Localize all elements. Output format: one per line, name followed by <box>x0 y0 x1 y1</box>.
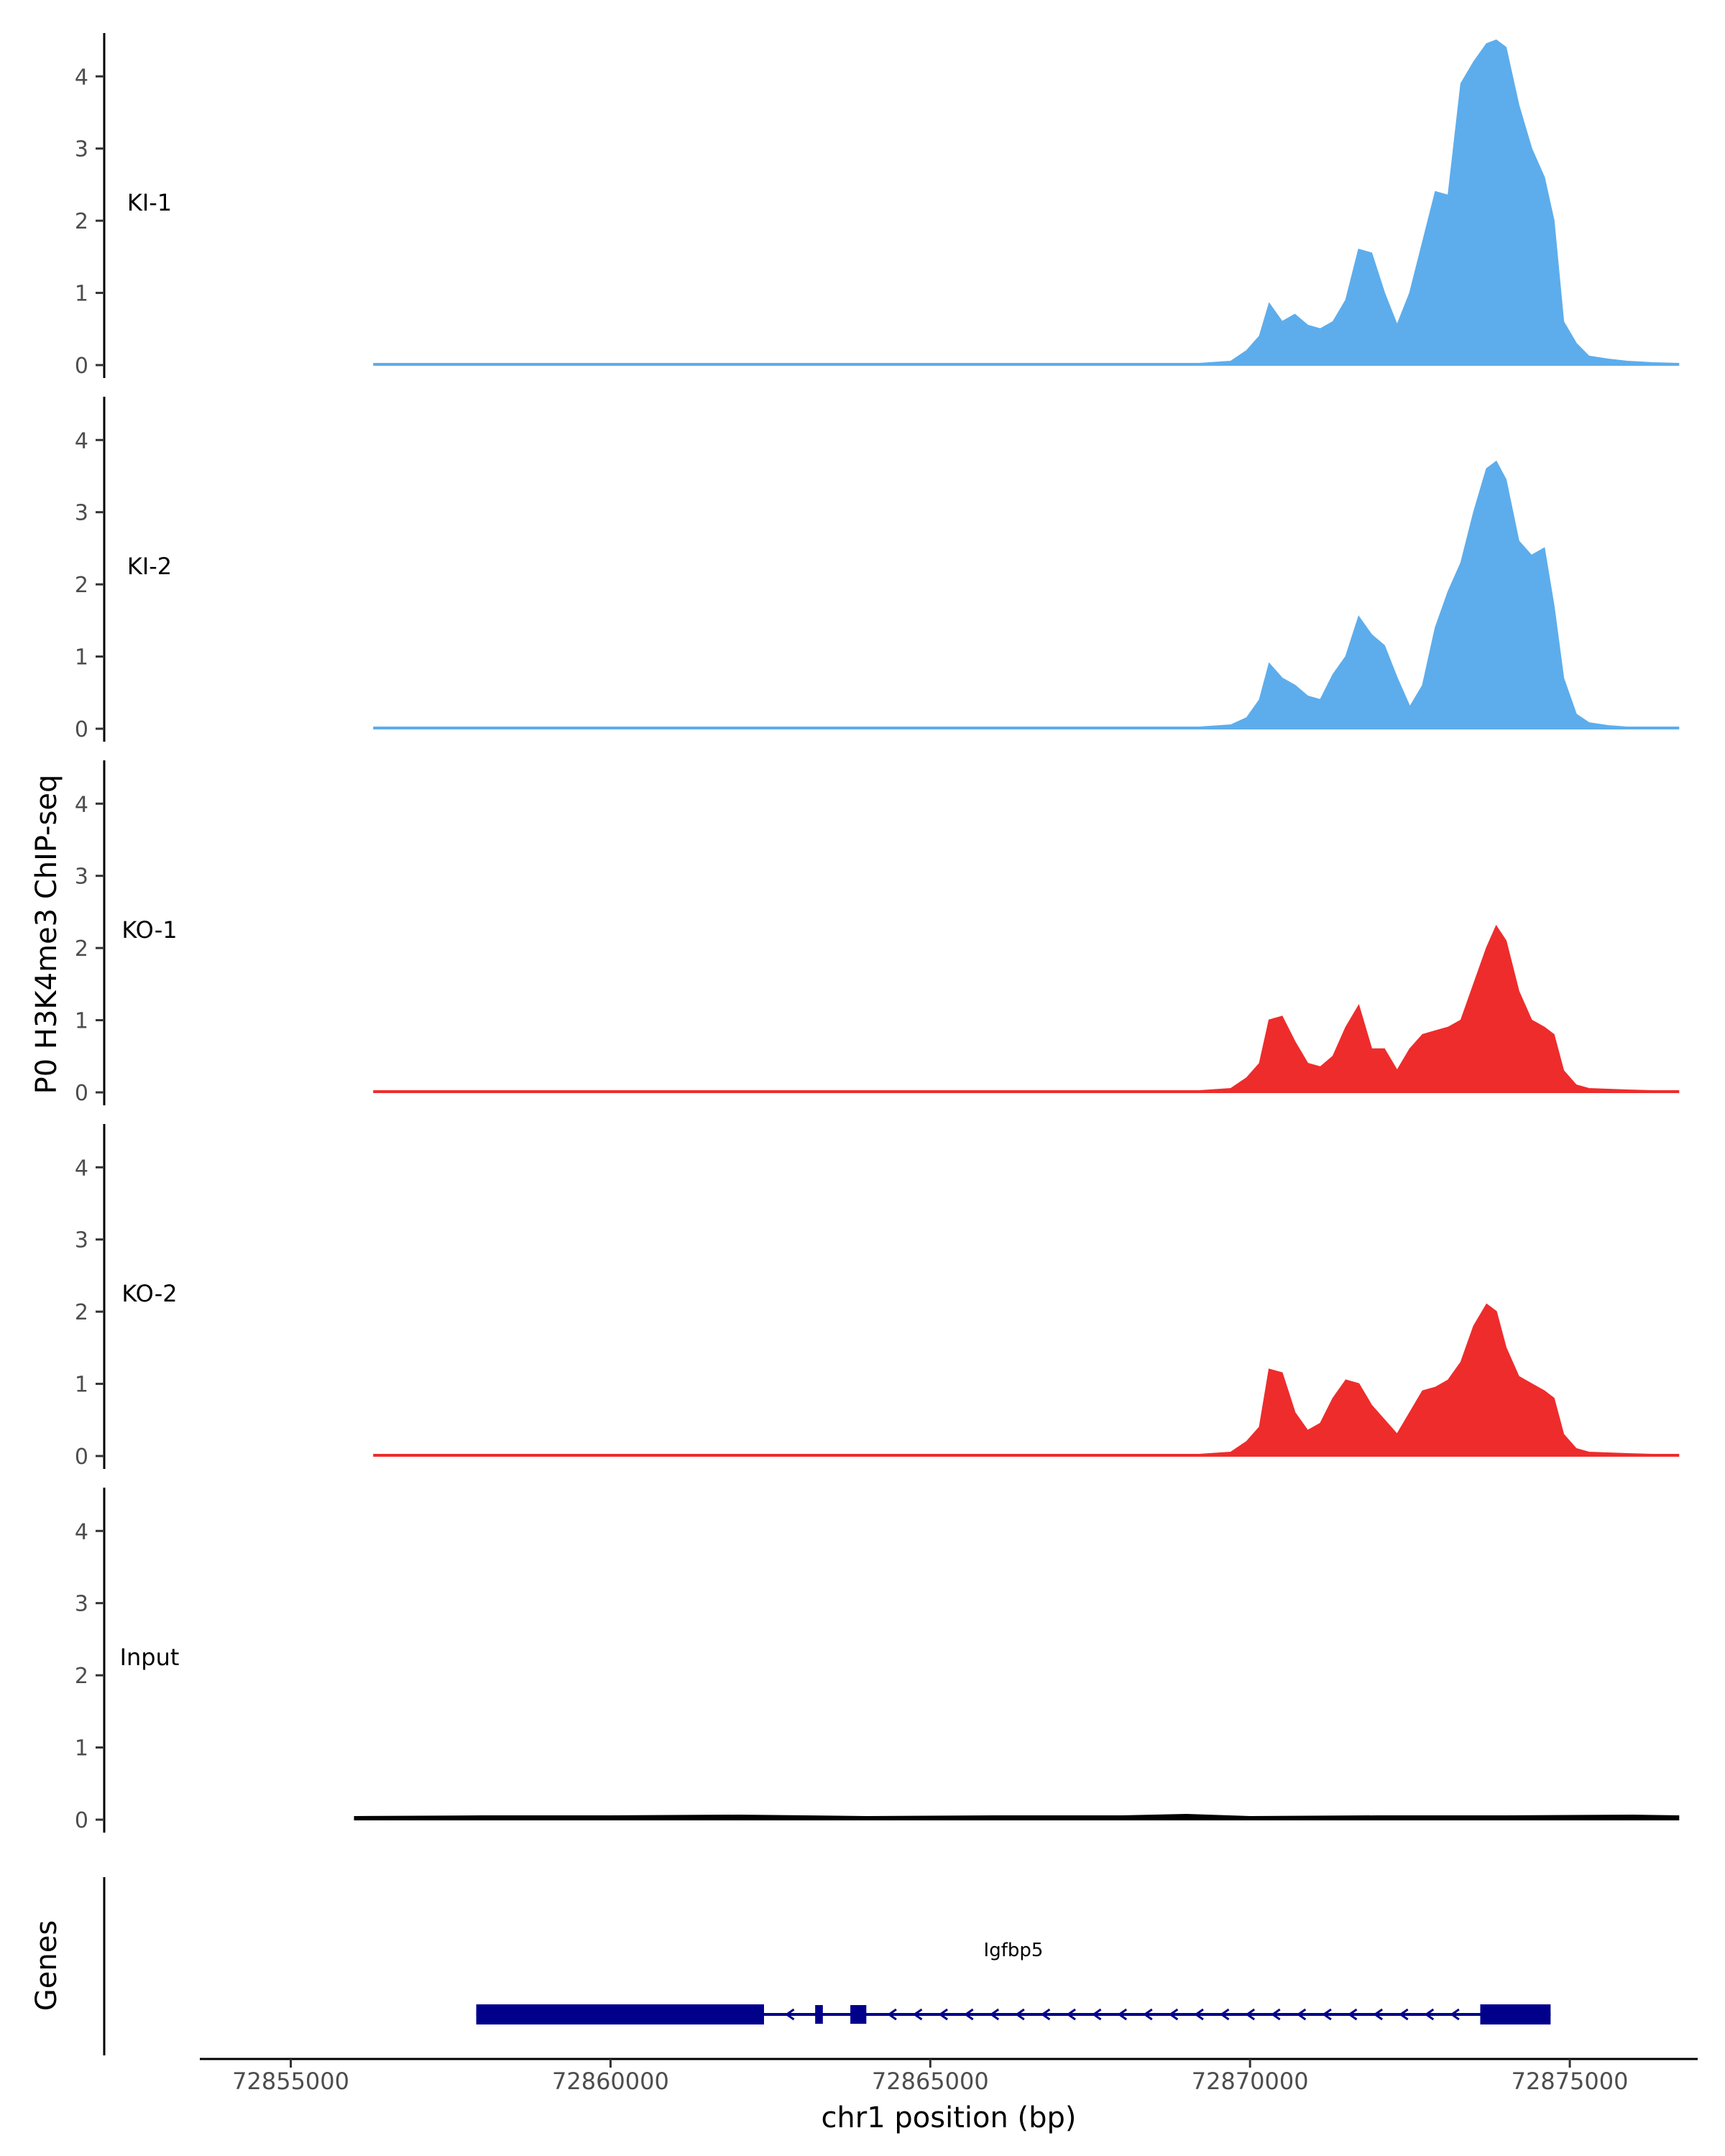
x-tick-label: 72860000 <box>552 2068 669 2095</box>
strand-arrow <box>1117 2008 1128 2021</box>
y-tick-label: 2 <box>75 1300 88 1325</box>
track-label: KO-1 <box>121 916 177 944</box>
y-tick-label: 2 <box>75 1664 88 1689</box>
track-label: KO-2 <box>121 1280 177 1307</box>
strand-arrow <box>964 2008 974 2021</box>
signal-area-ki-1 <box>373 39 1680 366</box>
strand-arrow <box>912 2008 923 2021</box>
x-tick-label: 72870000 <box>1192 2068 1309 2095</box>
y-tick-label: 1 <box>75 1373 88 1398</box>
gene-exon <box>850 2005 867 2024</box>
y-tick-label: 2 <box>75 573 88 598</box>
strand-arrow <box>1066 2008 1076 2021</box>
strand-arrow <box>989 2008 1000 2021</box>
genes-panel-label: Genes <box>30 1920 63 2011</box>
y-tick-label: 4 <box>75 792 88 817</box>
y-tick-label: 0 <box>75 354 88 379</box>
y-tick-label: 3 <box>75 137 88 162</box>
signal-area-ko-1 <box>373 924 1680 1093</box>
strand-arrow <box>784 2008 795 2021</box>
y-tick-label: 3 <box>75 1228 88 1253</box>
strand-arrow <box>1399 2008 1409 2021</box>
track-label: KI-1 <box>127 189 172 216</box>
track-input: 0 1 2 3 4 Input <box>75 1488 1680 1833</box>
y-tick-label: 4 <box>75 1519 88 1544</box>
strand-arrow <box>1168 2008 1179 2021</box>
y-tick-label: 1 <box>75 1009 88 1034</box>
track-ko-2: 0 1 2 3 4 KO-2 <box>75 1124 1680 1470</box>
x-axis-label: chr1 position (bp) <box>821 2101 1076 2134</box>
y-tick-label: 0 <box>75 717 88 742</box>
gene-exon <box>815 2005 823 2024</box>
strand-arrow <box>1040 2008 1051 2021</box>
strand-arrow <box>1450 2008 1460 2021</box>
y-tick-label: 4 <box>75 1156 88 1181</box>
y-tick-label: 4 <box>75 65 88 90</box>
y-tick-label: 0 <box>75 1081 88 1106</box>
gene-panel: Igfbp5 <box>103 1877 1551 2055</box>
y-tick-label: 0 <box>75 1445 88 1470</box>
track-ki-2: 0 1 2 3 4 KI-2 <box>75 397 1680 742</box>
strand-arrow <box>938 2008 948 2021</box>
gene-name: Igfbp5 <box>984 1940 1044 1961</box>
signal-area-input <box>354 1813 1680 1820</box>
x-axis: 72855000 72860000 72865000 72870000 72875000 <box>200 2058 1698 2095</box>
y-tick-label: 2 <box>75 936 88 962</box>
strand-arrow <box>1373 2008 1383 2021</box>
track-label: KI-2 <box>127 553 172 580</box>
gene-exon <box>1480 2004 1551 2024</box>
track-ki-1: 0 1 2 3 4 KI-1 <box>75 33 1680 379</box>
strand-arrow <box>1092 2008 1102 2021</box>
x-tick-label: 72875000 <box>1512 2068 1629 2095</box>
strand-arrow <box>1143 2008 1153 2021</box>
y-tick-label: 3 <box>75 1592 88 1617</box>
gene-exon <box>476 2004 764 2024</box>
y-tick-label: 1 <box>75 1736 88 1761</box>
track-ko-1: 0 1 2 3 4 KO-1 <box>75 760 1680 1106</box>
signal-area-ko-2 <box>373 1303 1680 1457</box>
y-tick-label: 2 <box>75 209 88 234</box>
y-tick-label: 4 <box>75 428 88 453</box>
signal-area-ki-2 <box>373 460 1680 729</box>
strand-arrow <box>1015 2008 1025 2021</box>
track-label: Input <box>120 1644 180 1671</box>
y-tick-label: 3 <box>75 865 88 890</box>
strand-arrow <box>1322 2008 1332 2021</box>
y-tick-label: 1 <box>75 645 88 671</box>
y-tick-label: 3 <box>75 501 88 526</box>
y-axis-label: P0 H3K4me3 ChIP-seq <box>30 775 63 1095</box>
strand-arrow <box>1219 2008 1230 2021</box>
y-tick-label: 1 <box>75 282 88 307</box>
strand-arrow <box>1271 2008 1281 2021</box>
strand-arrow <box>1245 2008 1256 2021</box>
strand-arrow <box>1424 2008 1435 2021</box>
x-tick-label: 72865000 <box>872 2068 989 2095</box>
strand-arrow <box>887 2008 897 2021</box>
x-tick-label: 72855000 <box>232 2068 349 2095</box>
strand-arrow <box>1194 2008 1204 2021</box>
y-tick-label: 0 <box>75 1808 88 1833</box>
track-panels: 0 1 2 3 4 KI-1 0 1 2 3 4 KI-2 0 1 2 3 4 KO-1 0 1 2 3 4 KO-2 0 1 2 3… <box>75 33 1680 1833</box>
strand-arrow <box>1347 2008 1358 2021</box>
strand-arrow <box>1296 2008 1307 2021</box>
